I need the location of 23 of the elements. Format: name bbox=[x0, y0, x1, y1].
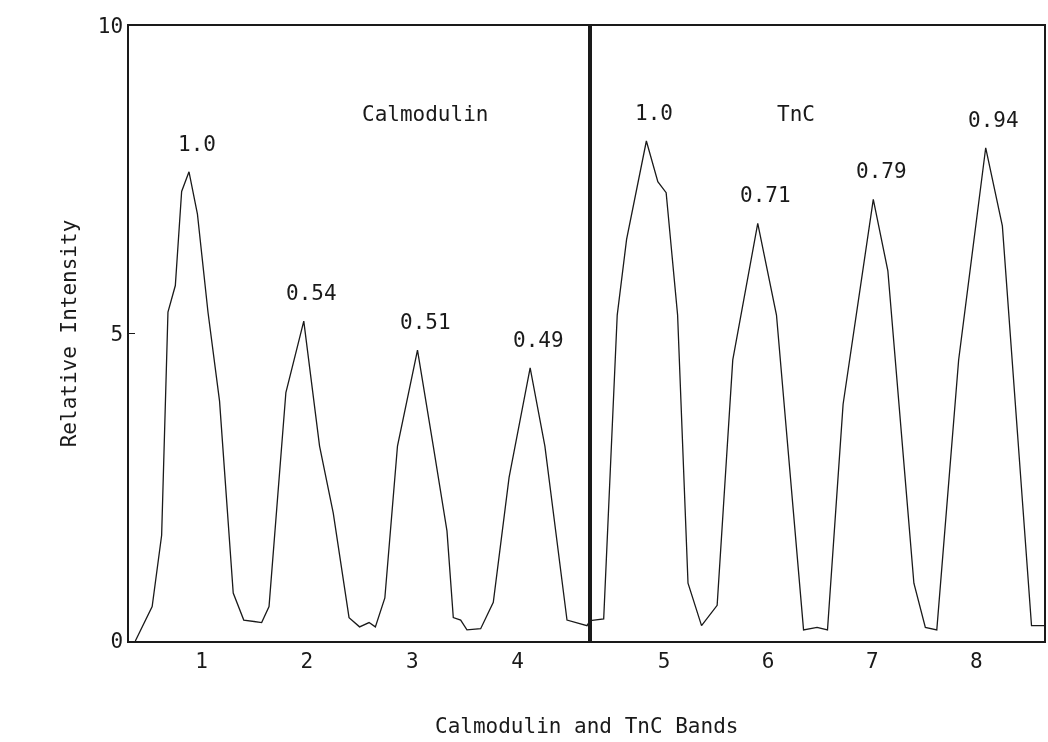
annotation: TnC bbox=[777, 102, 815, 126]
annotation: 0.71 bbox=[740, 183, 791, 207]
x-tick-label: 2 bbox=[300, 648, 314, 673]
x-tick-label: 5 bbox=[657, 648, 671, 673]
annotation: 0.79 bbox=[856, 159, 907, 183]
x-tick-label: 3 bbox=[405, 648, 419, 673]
x-tick-label: 7 bbox=[865, 648, 879, 673]
x-tick-label: 6 bbox=[761, 648, 775, 673]
x-axis-title: Calmodulin and TnC Bands bbox=[435, 714, 739, 738]
y-axis-title: Relative Intensity bbox=[57, 219, 82, 448]
annotation: 1.0 bbox=[178, 132, 216, 156]
x-tick-label: 4 bbox=[511, 648, 524, 673]
annotation: 1.0 bbox=[635, 101, 673, 125]
y-tick-label: 0 bbox=[110, 629, 124, 654]
annotation: 0.54 bbox=[286, 281, 337, 305]
annotation: 0.94 bbox=[968, 108, 1019, 132]
x-tick-label: 8 bbox=[970, 648, 983, 673]
annotation: 0.49 bbox=[513, 328, 564, 352]
y-tick-label: 10 bbox=[97, 14, 124, 39]
x-tick-label: 1 bbox=[195, 648, 208, 673]
annotation: 0.51 bbox=[400, 310, 451, 334]
annotation: Calmodulin bbox=[362, 102, 489, 126]
y-tick-label: 5 bbox=[110, 321, 124, 346]
